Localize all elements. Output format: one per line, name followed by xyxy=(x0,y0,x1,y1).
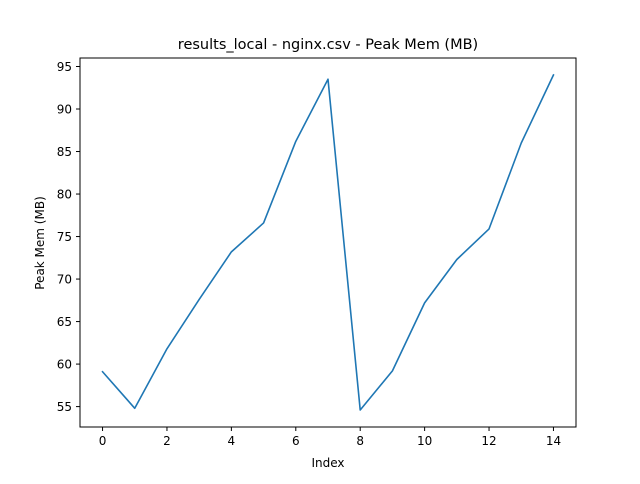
x-axis-ticks: 0 2 4 6 8 10 12 14 xyxy=(99,427,561,448)
plot-border xyxy=(79,57,577,428)
x-tick-label: 8 xyxy=(356,434,364,448)
x-tick-label: 4 xyxy=(228,434,236,448)
y-tick-label: 60 xyxy=(57,358,72,372)
y-tick-label: 90 xyxy=(57,103,72,117)
y-tick-label: 65 xyxy=(57,315,72,329)
x-tick-label: 14 xyxy=(546,434,561,448)
x-tick-label: 12 xyxy=(481,434,496,448)
y-tick-label: 85 xyxy=(57,145,72,159)
y-tick-label: 95 xyxy=(57,60,72,74)
y-tick-label: 75 xyxy=(57,230,72,244)
series-line-0 xyxy=(101,73,555,411)
y-axis-ticks: 55 60 65 70 75 80 85 90 95 xyxy=(57,60,80,414)
y-tick-label: 70 xyxy=(57,273,72,287)
x-axis-label: Index xyxy=(311,456,344,470)
chart-title: results_local - nginx.csv - Peak Mem (MB… xyxy=(178,37,478,53)
plot-frame xyxy=(79,57,577,428)
y-axis-label: Peak Mem (MB) xyxy=(33,196,47,290)
y-tick-label: 55 xyxy=(57,400,72,414)
x-tick-label: 0 xyxy=(99,434,107,448)
y-tick-label: 80 xyxy=(57,188,72,202)
x-tick-label: 10 xyxy=(417,434,432,448)
series-layer xyxy=(101,73,555,411)
x-tick-label: 2 xyxy=(163,434,171,448)
x-tick-label: 6 xyxy=(292,434,300,448)
